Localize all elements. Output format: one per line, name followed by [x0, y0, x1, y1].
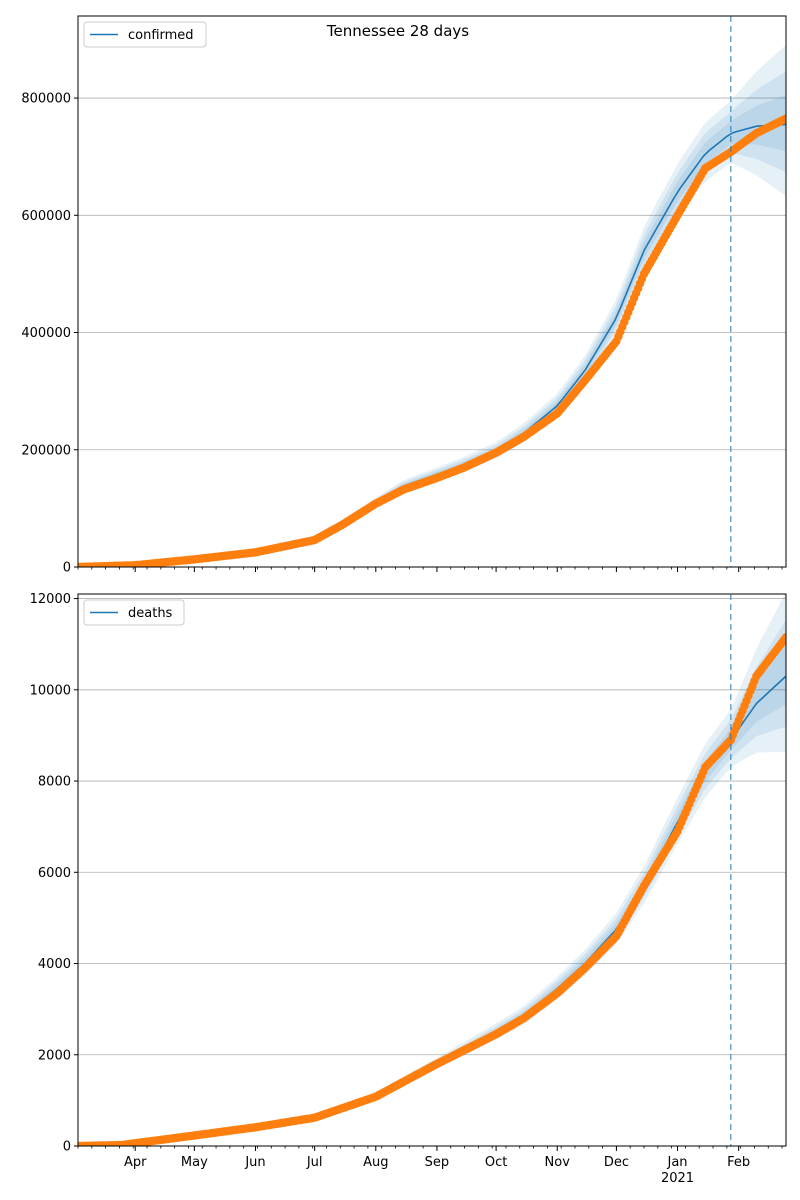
- x-tick-label: Jun: [244, 1155, 265, 1170]
- observed-point: [781, 633, 786, 642]
- model-line: [78, 675, 786, 1146]
- y-tick-label: 4000: [38, 957, 71, 972]
- legend-box: [83, 599, 185, 626]
- axes-frame: [77, 15, 787, 568]
- axes-frame: [77, 593, 787, 1147]
- y-tick-label: 6000: [38, 866, 71, 881]
- legend: confirmed: [83, 21, 207, 48]
- y-tick-label: 8000: [38, 775, 71, 790]
- x-tick-label: May: [181, 1155, 208, 1170]
- x-tick-label: Jan: [667, 1155, 688, 1170]
- uncertainty-band: [78, 94, 786, 567]
- x-tick-label: Sep: [425, 1155, 450, 1170]
- uncertainty-band: [78, 44, 786, 567]
- y-tick-label: 200000: [21, 443, 71, 458]
- legend-label: deaths: [128, 606, 173, 621]
- x-tick-label: Feb: [727, 1155, 750, 1170]
- x-tick-label: Apr: [124, 1155, 147, 1170]
- uncertainty-band: [78, 594, 786, 1146]
- x-tick-label: Nov: [545, 1155, 571, 1170]
- uncertainty-band: [78, 71, 786, 567]
- x-year-label: 2021: [661, 1171, 694, 1186]
- y-tick-label: 10000: [30, 683, 71, 698]
- y-tick-label: 0: [63, 1140, 71, 1155]
- y-tick-label: 800000: [21, 92, 71, 107]
- observed-point: [781, 114, 786, 123]
- x-tick-label: Oct: [485, 1155, 507, 1170]
- confirmed-panel: 0 200000 400000 600000 800000 confirmed: [21, 15, 787, 576]
- plot-area: [78, 44, 786, 567]
- y-tick-label: 2000: [38, 1048, 71, 1063]
- y-tick-label: 0: [63, 561, 71, 576]
- figure-title: Tennessee 28 days: [326, 22, 469, 40]
- plot-area: [78, 594, 786, 1146]
- x-tick-label: Aug: [363, 1155, 388, 1170]
- y-tick-label: 12000: [30, 592, 71, 607]
- y-tick-label: 600000: [21, 209, 71, 224]
- legend-label: confirmed: [128, 28, 194, 43]
- x-tick-label: Dec: [604, 1155, 629, 1170]
- x-tick-label: Jul: [306, 1155, 323, 1170]
- deaths-panel: 0 2000 4000 6000 8000 10000 12000 Apr May Jun Jul A…: [30, 592, 787, 1186]
- legend-box: [83, 21, 207, 48]
- y-tick-label: 400000: [21, 326, 71, 341]
- legend: deaths: [83, 599, 185, 626]
